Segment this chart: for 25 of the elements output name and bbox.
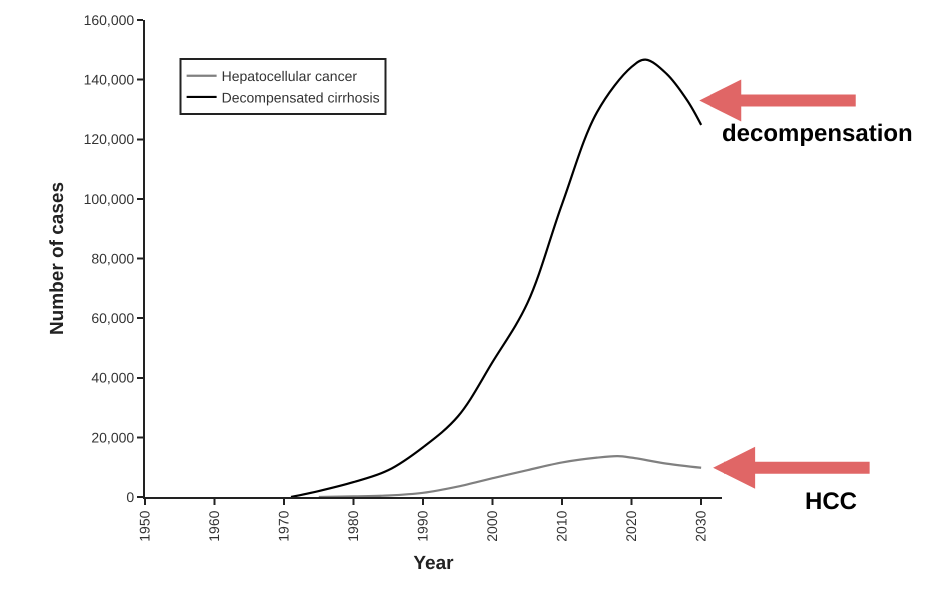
x-tick-label: 1970 bbox=[276, 510, 292, 542]
y-tick-label: 140,000 bbox=[84, 72, 134, 88]
legend-label: Hepatocellular cancer bbox=[222, 68, 358, 84]
x-tick-label: 2010 bbox=[554, 510, 570, 542]
y-tick-label: 100,000 bbox=[84, 190, 134, 207]
annotation: decompensation bbox=[722, 120, 913, 147]
x-axis-title: Year bbox=[413, 553, 454, 574]
y-tick-label: 80,000 bbox=[91, 250, 134, 266]
y-tick-label: 40,000 bbox=[91, 370, 134, 386]
x-tick-label: 2020 bbox=[623, 510, 640, 542]
x-tick-label: 1980 bbox=[345, 510, 362, 542]
x-tick-label: 1950 bbox=[136, 510, 153, 542]
y-tick-label: 160,000 bbox=[84, 12, 134, 28]
line-series bbox=[318, 455, 702, 497]
y-axis-title: Number of cases bbox=[46, 182, 68, 336]
y-tick-label: 20,000 bbox=[91, 429, 134, 446]
annotation: HCC bbox=[805, 488, 857, 515]
y-tick-label: 120,000 bbox=[84, 131, 134, 148]
y-tick-label: 60,000 bbox=[91, 310, 134, 326]
x-tick-label: 2000 bbox=[484, 510, 500, 542]
x-tick-label: 1990 bbox=[414, 510, 431, 542]
y-tick-label: 0 bbox=[126, 488, 134, 505]
legend-label: Decompensated cirrhosis bbox=[222, 89, 380, 106]
x-tick-label: 1960 bbox=[206, 510, 222, 542]
x-tick-label: 2030 bbox=[692, 510, 709, 542]
